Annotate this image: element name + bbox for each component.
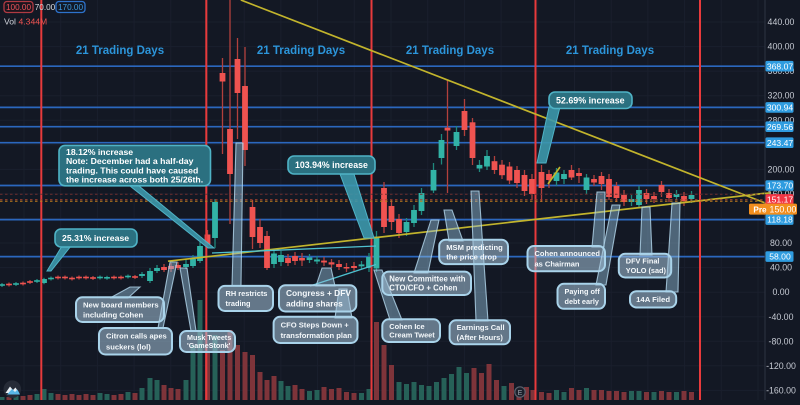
svg-text:CFO Steps Down +: CFO Steps Down + [281,320,350,329]
svg-text:200.00: 200.00 [768,164,795,174]
svg-text:300.94: 300.94 [767,103,794,113]
svg-text:DFV Final: DFV Final [626,257,660,266]
svg-text:14A Filed: 14A Filed [636,295,670,304]
svg-text:103.94% increase: 103.94% increase [295,160,368,170]
svg-text:280.00: 280.00 [768,115,795,125]
svg-text:the increase across both 25/26: the increase across both 25/26th. [66,174,203,184]
svg-text:58.00: 58.00 [769,252,791,262]
svg-text:21 Trading Days: 21 Trading Days [566,45,654,57]
svg-text:-40.00: -40.00 [769,312,794,322]
svg-text:70.00: 70.00 [35,3,56,12]
svg-text:Citron calls apes: Citron calls apes [106,332,167,341]
svg-text:suckers (lol): suckers (lol) [106,342,151,351]
svg-text:Pre: Pre [753,205,767,214]
svg-text:320.00: 320.00 [768,91,795,101]
svg-text:debt early: debt early [565,297,600,306]
svg-text:Musk Tweets: Musk Tweets [187,333,231,342]
svg-text:0.00: 0.00 [772,287,789,297]
svg-text:170.00: 170.00 [58,3,83,12]
svg-text:52.69% increase: 52.69% increase [556,96,625,106]
svg-text:269.56: 269.56 [767,122,794,132]
svg-text:-160.00: -160.00 [766,385,796,395]
svg-text:including Cohen: including Cohen [83,310,144,319]
svg-text:400.00: 400.00 [768,42,795,52]
svg-text:as Chairman: as Chairman [535,259,580,268]
svg-text:-80.00: -80.00 [769,336,794,346]
svg-text:4.344M: 4.344M [19,17,48,27]
svg-text:RH restricts: RH restricts [226,289,268,298]
svg-text:the price drop: the price drop [446,253,497,262]
svg-text:Note: December had a half-day: Note: December had a half-day [66,156,194,166]
svg-text:transformation plan: transformation plan [281,331,353,340]
svg-text:173.70: 173.70 [767,181,794,191]
svg-text:CTO/CFO + Cohen: CTO/CFO + Cohen [389,284,457,293]
svg-text:100.00: 100.00 [6,3,31,12]
svg-text:MSM predicting: MSM predicting [446,243,503,252]
svg-text:Cohen Ice: Cohen Ice [389,322,424,331]
svg-text:18.12% increase: 18.12% increase [66,147,133,157]
svg-text:118.18: 118.18 [767,215,793,225]
svg-text:YOLO (sad): YOLO (sad) [626,266,667,275]
svg-text:40.00: 40.00 [770,263,792,273]
svg-text:Vol: Vol [4,17,16,27]
svg-text:160.00: 160.00 [768,189,795,199]
svg-text:New board members: New board members [83,301,159,310]
svg-text:243.47: 243.47 [767,138,794,148]
svg-text:440.00: 440.00 [768,17,795,27]
svg-text:21 Trading Days: 21 Trading Days [76,45,164,57]
svg-text:Congress + DFV: Congress + DFV [286,288,351,298]
svg-text:E: E [518,390,523,397]
svg-text:'GameStonk': 'GameStonk' [187,341,231,350]
svg-text:80.00: 80.00 [770,238,792,248]
svg-text:trading: trading [226,299,252,308]
svg-text:-120.00: -120.00 [766,361,796,371]
svg-text:25.31% increase: 25.31% increase [62,233,129,243]
svg-text:(After Hours): (After Hours) [457,333,504,342]
svg-text:New Committee with: New Committee with [389,275,465,284]
svg-text:Cream Tweet: Cream Tweet [389,331,435,340]
svg-text:21 Trading Days: 21 Trading Days [406,45,494,57]
svg-text:21 Trading Days: 21 Trading Days [257,45,345,57]
svg-text:Cohen announced: Cohen announced [535,249,601,258]
svg-text:150.00: 150.00 [770,204,797,214]
svg-text:Paying off: Paying off [565,287,601,296]
svg-text:368.07: 368.07 [767,61,794,71]
svg-text:adding shares: adding shares [286,299,343,309]
svg-text:151.17: 151.17 [767,195,794,205]
svg-text:trading. This could have cause: trading. This could have caused [66,165,198,175]
svg-text:Earnings Call: Earnings Call [457,323,505,332]
